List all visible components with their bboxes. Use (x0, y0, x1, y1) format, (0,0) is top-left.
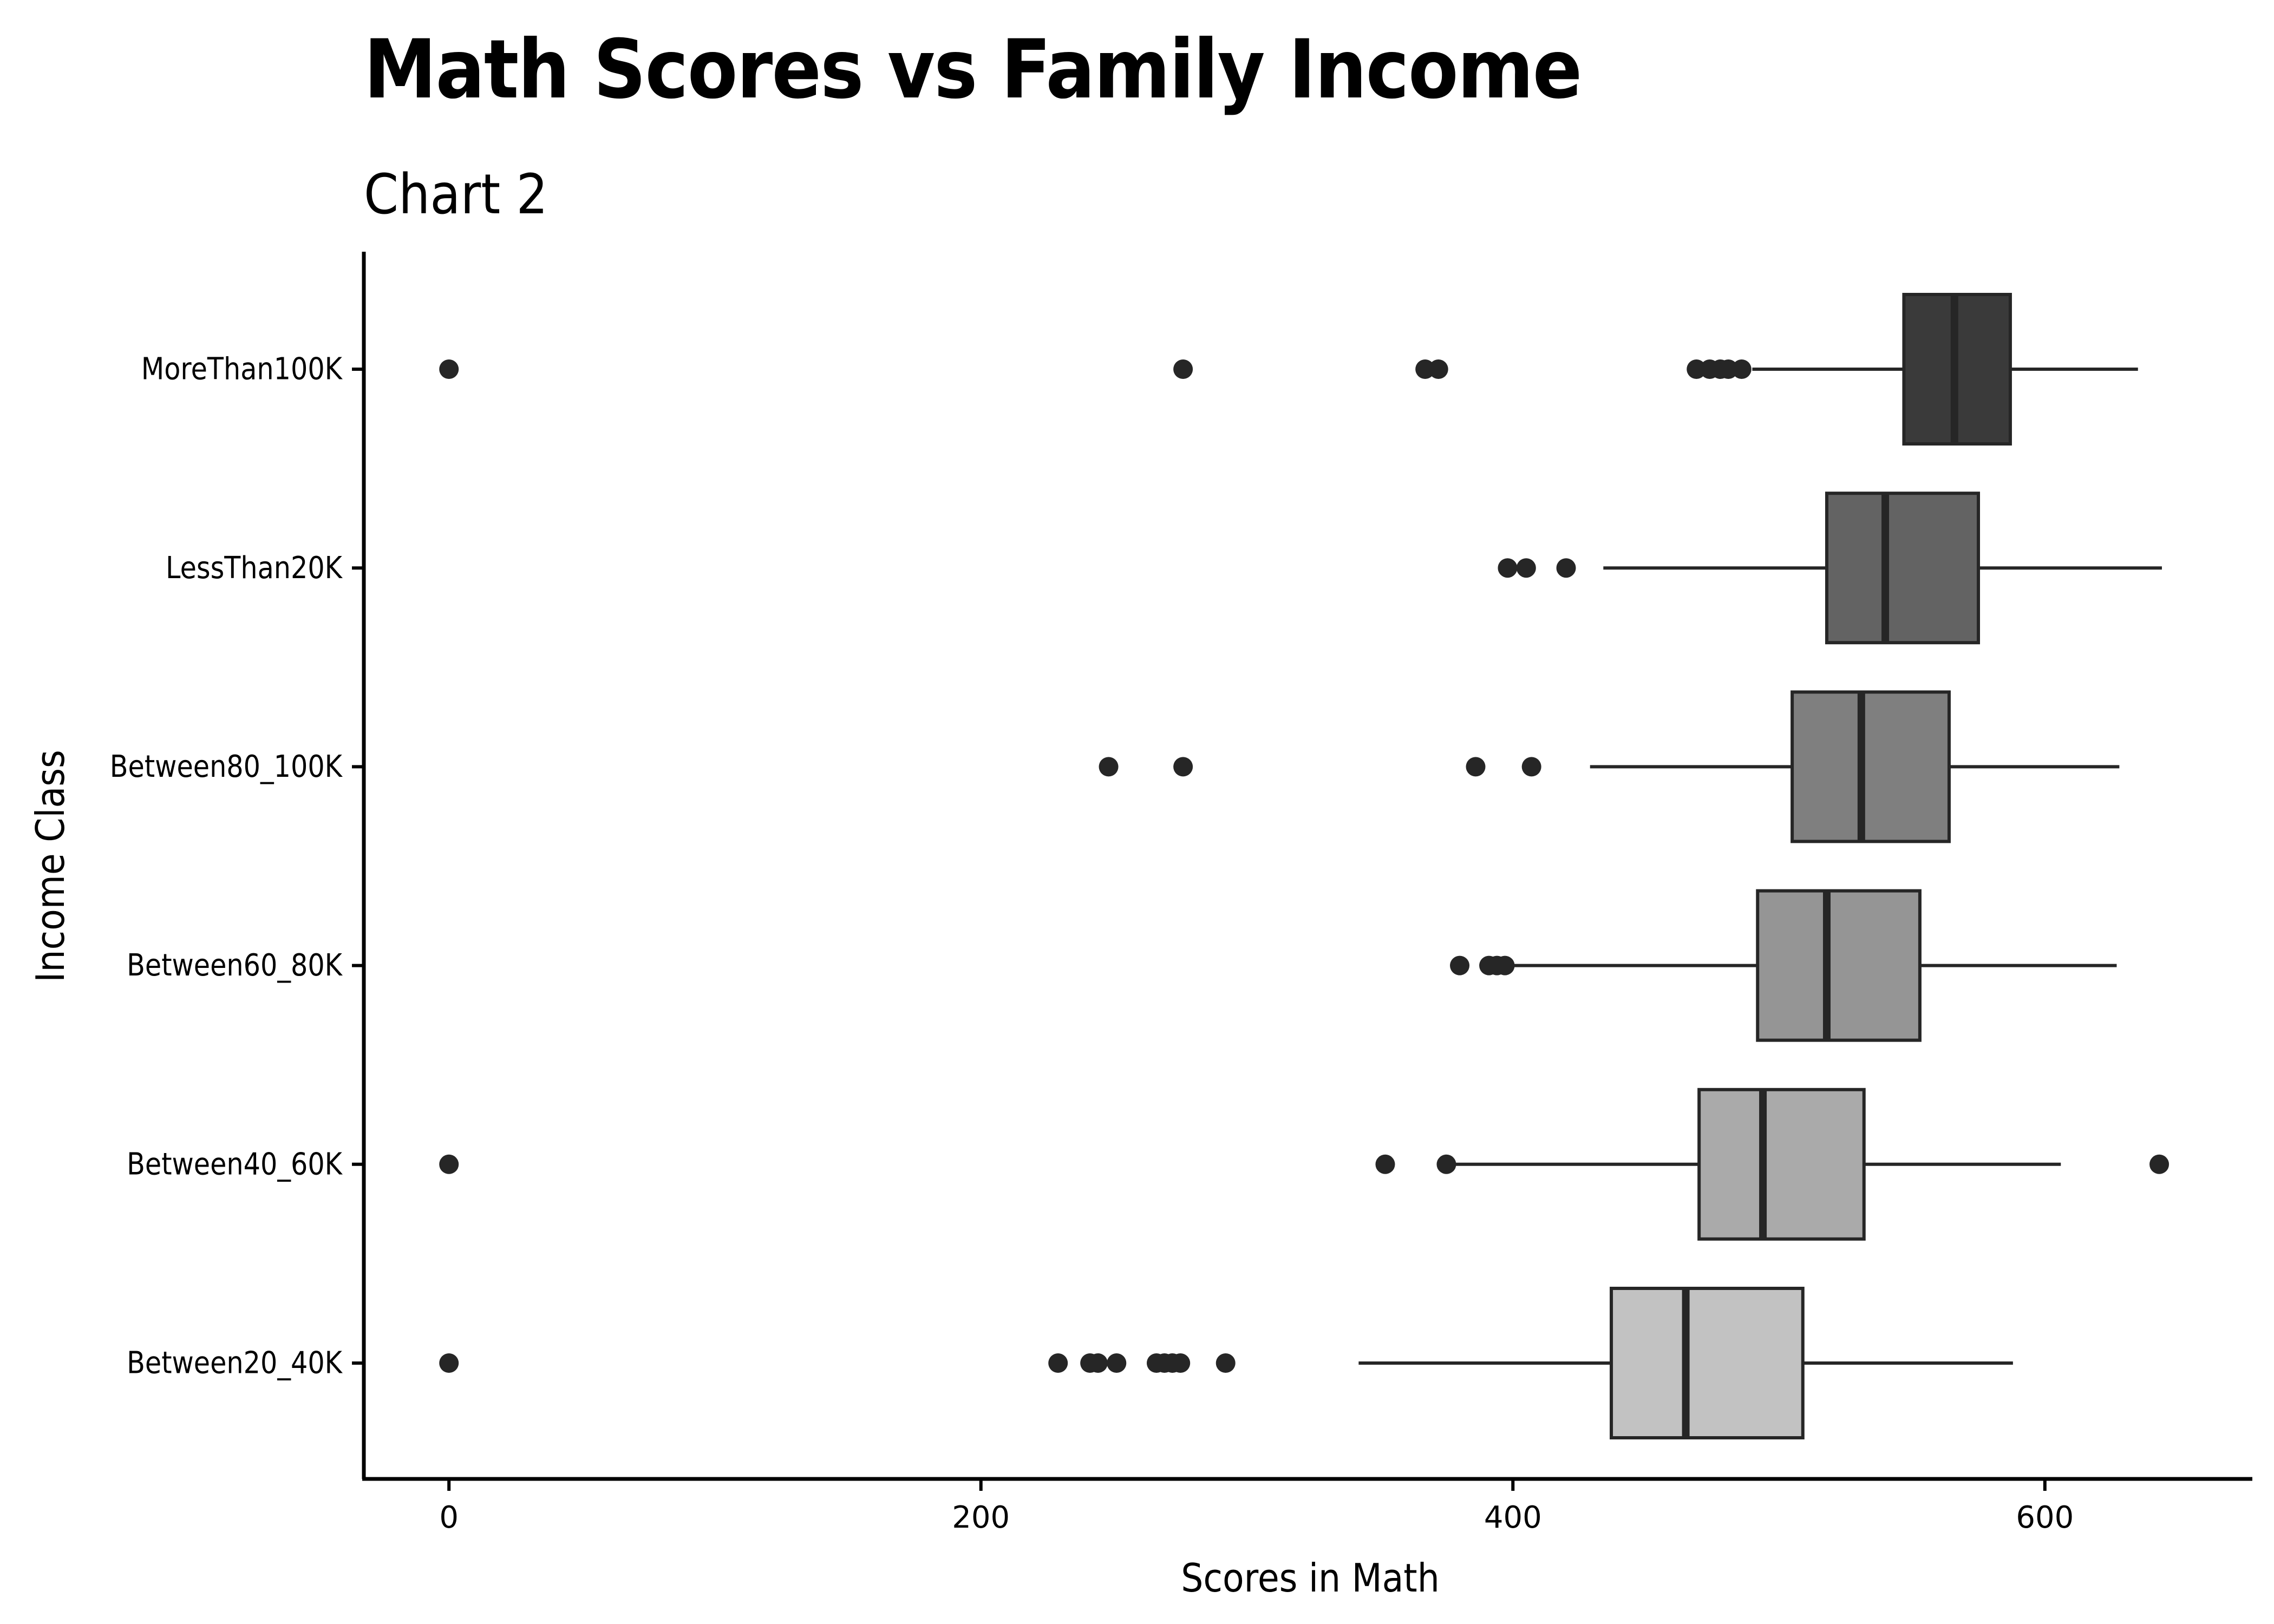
outlier-point-between60-80k (1495, 955, 1515, 975)
outlier-point-between20-40k (1107, 1353, 1127, 1373)
x-axis-title: Scores in Math (1181, 1556, 1440, 1601)
outlier-point-between80-100k (1173, 757, 1193, 777)
outlier-point-between40-60k (1436, 1154, 1456, 1174)
outlier-point-between20-40k (439, 1353, 459, 1373)
y-tick-label: Between80_100K (110, 749, 343, 784)
chart-title: Math Scores vs Family Income (364, 23, 1582, 117)
box-between60-80k (1756, 889, 1922, 1042)
x-tick-label: 0 (439, 1500, 459, 1535)
outlier-point-morethan100k (1731, 359, 1752, 379)
outlier-point-morethan100k (1428, 359, 1448, 379)
box-between80-100k (1791, 690, 1951, 843)
outlier-point-between80-100k (1521, 757, 1541, 777)
outlier-point-between60-80k (1450, 955, 1470, 975)
outlier-point-between40-60k (439, 1154, 459, 1174)
y-tick-label: LessThan20K (166, 551, 343, 586)
outlier-point-between20-40k (1216, 1353, 1236, 1373)
outlier-point-between40-60k (1375, 1154, 1395, 1174)
y-tick-label: Between60_80K (127, 948, 343, 983)
outlier-point-between20-40k (1171, 1353, 1191, 1373)
x-tick-label: 400 (1484, 1500, 1542, 1535)
outlier-point-lessthan20k (1516, 558, 1536, 578)
outlier-point-morethan100k (1173, 359, 1193, 379)
outlier-point-between20-40k (1088, 1353, 1108, 1373)
outlier-point-lessthan20k (1498, 558, 1518, 578)
x-tick-label: 200 (952, 1500, 1010, 1535)
outlier-point-lessthan20k (1556, 558, 1576, 578)
x-tick-label: 600 (2016, 1500, 2074, 1535)
y-tick-label: MoreThan100K (141, 352, 343, 387)
box-between20-40k (1610, 1287, 1805, 1439)
outlier-point-between20-40k (1048, 1353, 1068, 1373)
box-between40-60k (1697, 1088, 1866, 1241)
outlier-point-morethan100k (439, 359, 459, 379)
chart-subtitle: Chart 2 (364, 162, 548, 227)
box-lessthan20k (1825, 492, 1980, 645)
y-tick-label: Between40_60K (127, 1147, 343, 1182)
outlier-point-between80-100k (1099, 757, 1119, 777)
y-tick-label: Between20_40K (127, 1346, 343, 1381)
y-axis-title: Income Class (28, 750, 74, 982)
outlier-point-between80-100k (1466, 757, 1486, 777)
outlier-point-between40-60k (2149, 1154, 2170, 1174)
